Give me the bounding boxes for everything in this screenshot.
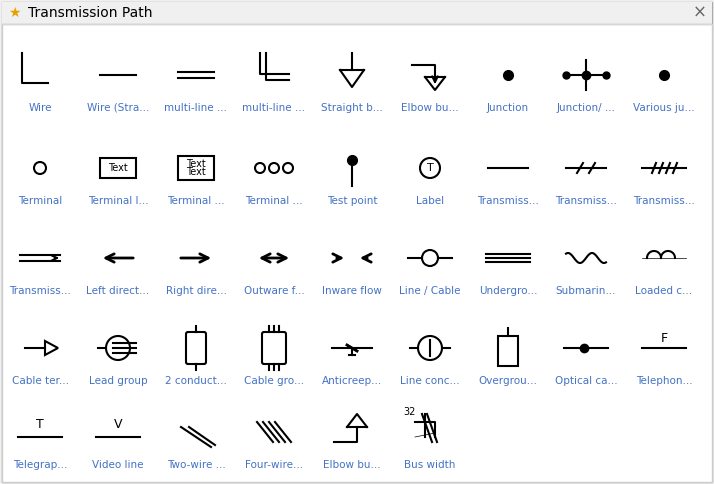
Text: Bus width: Bus width bbox=[404, 460, 456, 470]
Text: Four-wire...: Four-wire... bbox=[245, 460, 303, 470]
Text: Wire (Stra...: Wire (Stra... bbox=[87, 103, 149, 113]
Text: Cable ter...: Cable ter... bbox=[11, 376, 69, 386]
Text: Submarin...: Submarin... bbox=[555, 286, 616, 296]
Text: 32: 32 bbox=[404, 407, 416, 417]
Text: T: T bbox=[36, 418, 44, 430]
Text: Transmiss...: Transmiss... bbox=[9, 286, 71, 296]
Text: Straight b...: Straight b... bbox=[321, 103, 383, 113]
Text: ×: × bbox=[693, 4, 707, 22]
Text: Outware f...: Outware f... bbox=[243, 286, 304, 296]
Text: Video line: Video line bbox=[92, 460, 144, 470]
Text: multi-line ...: multi-line ... bbox=[164, 103, 228, 113]
Text: Text: Text bbox=[108, 163, 128, 173]
Text: 2 conduct...: 2 conduct... bbox=[165, 376, 227, 386]
Text: Various ju...: Various ju... bbox=[633, 103, 695, 113]
Text: Transmiss...: Transmiss... bbox=[633, 196, 695, 206]
Text: Elbow bu...: Elbow bu... bbox=[323, 460, 381, 470]
Text: Telephon...: Telephon... bbox=[635, 376, 693, 386]
Text: Junction/ ...: Junction/ ... bbox=[556, 103, 615, 113]
Text: Overgrou...: Overgrou... bbox=[478, 376, 538, 386]
Text: Loaded c...: Loaded c... bbox=[635, 286, 693, 296]
Bar bbox=[2, 2, 712, 24]
Text: Line conc...: Line conc... bbox=[400, 376, 460, 386]
Text: Text: Text bbox=[186, 167, 206, 177]
Bar bbox=[178, 156, 214, 180]
Bar bbox=[498, 336, 518, 366]
Text: Inware flow: Inware flow bbox=[322, 286, 382, 296]
Text: Left direct...: Left direct... bbox=[86, 286, 149, 296]
Text: Transmiss...: Transmiss... bbox=[477, 196, 539, 206]
Text: Telegrap...: Telegrap... bbox=[13, 460, 67, 470]
Text: Undergro...: Undergro... bbox=[479, 286, 537, 296]
Text: Text: Text bbox=[186, 159, 206, 169]
Text: F: F bbox=[660, 332, 668, 345]
Text: V: V bbox=[114, 418, 122, 430]
Text: Terminal l...: Terminal l... bbox=[88, 196, 149, 206]
Text: Anticreep...: Anticreep... bbox=[322, 376, 382, 386]
Text: T: T bbox=[427, 163, 433, 173]
Text: Lead group: Lead group bbox=[89, 376, 147, 386]
Text: Line / Cable: Line / Cable bbox=[399, 286, 461, 296]
Bar bbox=[100, 158, 136, 178]
FancyBboxPatch shape bbox=[186, 332, 206, 364]
Text: Two-wire ...: Two-wire ... bbox=[166, 460, 226, 470]
Text: Label: Label bbox=[416, 196, 444, 206]
Text: Optical ca...: Optical ca... bbox=[555, 376, 618, 386]
Text: ★: ★ bbox=[8, 6, 20, 20]
Text: Wire: Wire bbox=[29, 103, 51, 113]
Text: Transmiss...: Transmiss... bbox=[555, 196, 617, 206]
Text: multi-line ...: multi-line ... bbox=[243, 103, 306, 113]
Text: Test point: Test point bbox=[327, 196, 377, 206]
Text: Transmission Path: Transmission Path bbox=[28, 6, 153, 20]
FancyBboxPatch shape bbox=[262, 332, 286, 364]
Text: Terminal ...: Terminal ... bbox=[245, 196, 303, 206]
Text: Cable gro...: Cable gro... bbox=[244, 376, 304, 386]
Text: Right dire...: Right dire... bbox=[166, 286, 226, 296]
Text: Terminal ...: Terminal ... bbox=[167, 196, 225, 206]
Text: Elbow bu...: Elbow bu... bbox=[401, 103, 459, 113]
Text: Junction: Junction bbox=[487, 103, 529, 113]
Text: Terminal: Terminal bbox=[18, 196, 62, 206]
